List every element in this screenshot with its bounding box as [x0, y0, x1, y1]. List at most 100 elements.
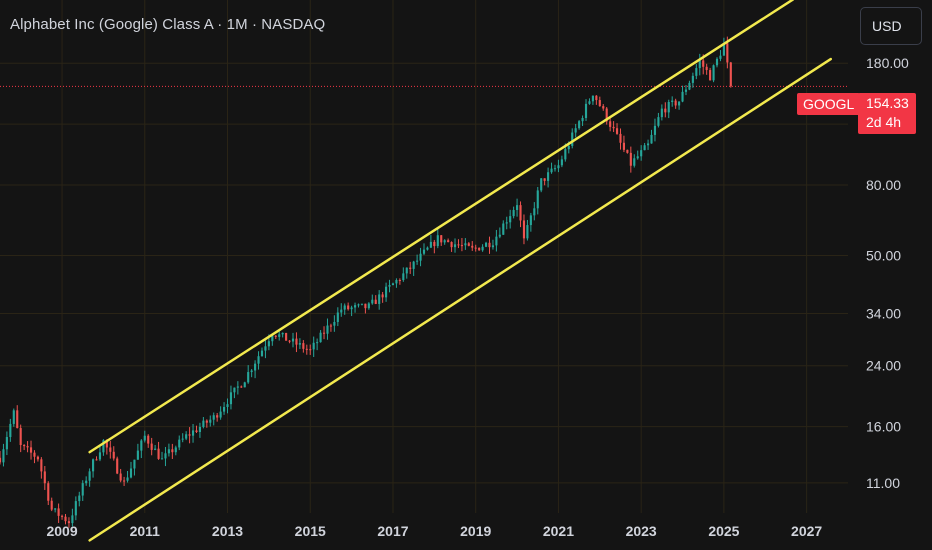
candle-body	[233, 387, 236, 393]
candle-body	[216, 415, 219, 418]
candle-body	[309, 349, 312, 351]
candle-body	[285, 332, 288, 341]
candle-body	[484, 242, 488, 247]
x-tick-label: 2013	[212, 523, 243, 539]
channel-line-lower	[88, 57, 833, 542]
candle-body	[78, 495, 81, 502]
candle-body	[102, 440, 105, 453]
x-axis: 2009 2011 2013 2015 2017 2019 2021 2023 2025 2027	[46, 523, 822, 539]
candle-body	[409, 267, 412, 269]
candle-body	[681, 91, 684, 102]
candle-body	[481, 246, 484, 251]
candle-body	[615, 128, 619, 134]
candle-body	[529, 215, 532, 226]
candle-body	[367, 303, 370, 309]
candle-body	[219, 411, 222, 418]
candle-body	[198, 426, 202, 432]
candle-body	[181, 438, 184, 440]
candle-body	[322, 332, 326, 334]
bar-countdown: 2d 4h	[866, 114, 902, 130]
candle-body	[312, 342, 315, 350]
candle-body	[150, 443, 153, 450]
candle-body	[92, 459, 95, 472]
candle-body	[260, 350, 264, 357]
candle-body	[385, 286, 388, 298]
candle-body	[54, 508, 57, 510]
candle-body	[371, 299, 374, 304]
candle-body	[719, 55, 722, 59]
candle-body	[202, 420, 205, 427]
candle-body	[185, 434, 188, 439]
candle-body	[729, 62, 732, 87]
candle-body	[422, 249, 426, 254]
candle-body	[205, 420, 208, 423]
candle-body	[633, 158, 636, 166]
candle-body	[350, 307, 353, 310]
candle-body	[533, 208, 536, 216]
candle-body	[88, 471, 91, 481]
candle-body	[112, 451, 115, 459]
x-tick-label: 2009	[46, 523, 77, 539]
candlestick-series	[0, 36, 732, 528]
candle-body	[147, 435, 150, 444]
candle-body	[281, 332, 284, 335]
candle-body	[684, 89, 688, 92]
candle-body	[512, 210, 515, 217]
candle-body	[429, 241, 432, 248]
candle-body	[640, 150, 643, 157]
last-price-badge: 154.33 2d 4h	[858, 93, 916, 134]
candle-body	[605, 108, 608, 122]
candle-body	[581, 117, 584, 122]
candle-body	[709, 70, 712, 81]
currency-button[interactable]: USD	[860, 7, 922, 45]
candle-body	[467, 243, 470, 246]
x-tick-label: 2025	[708, 523, 739, 539]
candle-body	[536, 190, 539, 209]
candle-body	[495, 236, 498, 246]
candle-body	[140, 440, 143, 451]
y-tick-label: 34.00	[866, 305, 901, 321]
candle-body	[50, 500, 53, 510]
candle-body	[129, 468, 133, 478]
candle-body	[160, 458, 164, 460]
y-tick-label: 16.00	[866, 419, 901, 435]
candle-body	[578, 121, 581, 129]
candle-body	[167, 449, 170, 454]
ticker-label: GOOGL	[797, 93, 861, 115]
candle-body	[553, 168, 557, 170]
candle-body	[629, 152, 632, 166]
candle-body	[722, 43, 725, 56]
candle-body	[378, 294, 381, 304]
candle-body	[402, 273, 405, 281]
candle-body	[357, 304, 360, 306]
candle-body	[257, 356, 260, 364]
candle-body	[347, 305, 350, 310]
candle-body	[678, 101, 681, 106]
candle-body	[395, 280, 398, 284]
candle-body	[650, 134, 653, 144]
candle-body	[588, 101, 591, 104]
x-tick-label: 2027	[791, 523, 822, 539]
last-price-value: 154.33	[866, 95, 909, 111]
x-tick-label: 2011	[130, 523, 161, 539]
candle-body	[81, 483, 84, 496]
candle-body	[136, 450, 139, 460]
x-tick-label: 2021	[543, 523, 574, 539]
candle-body	[278, 334, 281, 337]
x-tick-label: 2019	[460, 523, 491, 539]
candle-body	[47, 483, 50, 501]
candle-body	[698, 60, 701, 69]
candle-body	[126, 477, 129, 481]
y-tick-label: 11.00	[866, 475, 900, 491]
candle-body	[226, 404, 229, 408]
candle-body	[646, 143, 650, 146]
candle-body	[274, 335, 277, 337]
candle-body	[643, 145, 646, 151]
candle-body	[247, 372, 250, 383]
candle-body	[664, 108, 667, 113]
candle-body	[267, 341, 270, 347]
x-tick-label: 2017	[377, 523, 408, 539]
candle-body	[715, 58, 719, 66]
y-tick-label: 50.00	[866, 248, 901, 264]
